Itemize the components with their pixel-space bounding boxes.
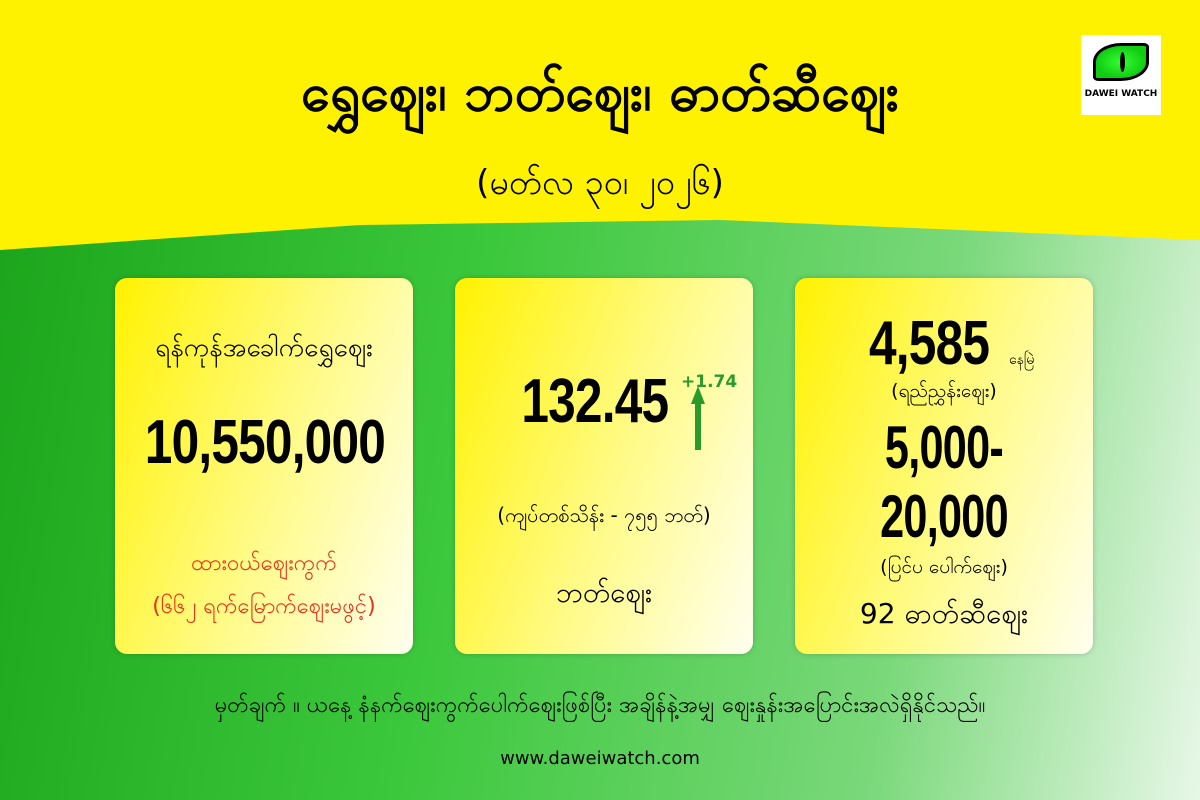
fuel-ref-label: (ရည်ညွှန်းဈေး) bbox=[891, 380, 997, 402]
logo-text: DAWEI WATCH bbox=[1084, 89, 1158, 99]
fuel-label: 92 ဓာတ်ဆီဈေး bbox=[859, 597, 1029, 630]
arrow-up-icon bbox=[690, 385, 705, 450]
logo: DAWEI WATCH bbox=[1081, 35, 1161, 115]
gold-card: ရန်ကုန်အခေါက်ရွှေဈေး 10,550,000 ထားဝယ်ဈေ… bbox=[115, 278, 413, 654]
gold-label: ရန်ကုန်အခေါက်ရွှေဈေး bbox=[155, 333, 373, 363]
baht-price: 132.45 bbox=[521, 367, 670, 436]
gold-note: (၆၆၂ ရက်မြောက်ဈေးမဖွင့်) bbox=[152, 594, 376, 619]
page-title: ရွှေဈေး၊ ဘတ်ဈေး၊ ဓာတ်ဆီဈေး bbox=[300, 63, 900, 123]
page-date: (မတ်လ ၃၀၊ ၂၀၂၆) bbox=[476, 163, 724, 203]
footer-note: မှတ်ချက် ။ ယနေ့ နံနက်ဈေးကွက်ပေါက်ဈေးဖြစ်… bbox=[214, 693, 986, 718]
gold-price: 10,550,000 bbox=[144, 408, 386, 477]
header-band bbox=[0, 0, 1200, 250]
fuel-ref-price: 4,585 bbox=[868, 309, 990, 378]
baht-note: (ကျပ်တစ်သိန်း - ၇၅၅ ဘတ်) bbox=[497, 502, 711, 527]
baht-card: 132.45 +1.74 (ကျပ်တစ်သိန်း - ၇၅၅ ဘတ်) ဘတ… bbox=[455, 278, 753, 654]
baht-label: ဘတ်ဈေး bbox=[555, 575, 653, 609]
fuel-outside-price: 5,000-20,000 bbox=[880, 414, 1009, 550]
fuel-card: 4,585 နေမြဲ (ရည်ညွှန်းဈေး) 5,000-20,000 … bbox=[795, 278, 1093, 654]
website-url: www.daweiwatch.com bbox=[500, 748, 700, 769]
baht-change: +1.74 bbox=[681, 372, 738, 392]
green-eye-icon bbox=[1093, 43, 1149, 81]
fuel-ref-status: နေမြဲ bbox=[1009, 352, 1035, 368]
fuel-outside-label: (ပြင်ပ ပေါက်ဈေး) bbox=[880, 556, 1008, 578]
gold-market: ထားဝယ်ဈေးကွက် bbox=[191, 551, 337, 576]
